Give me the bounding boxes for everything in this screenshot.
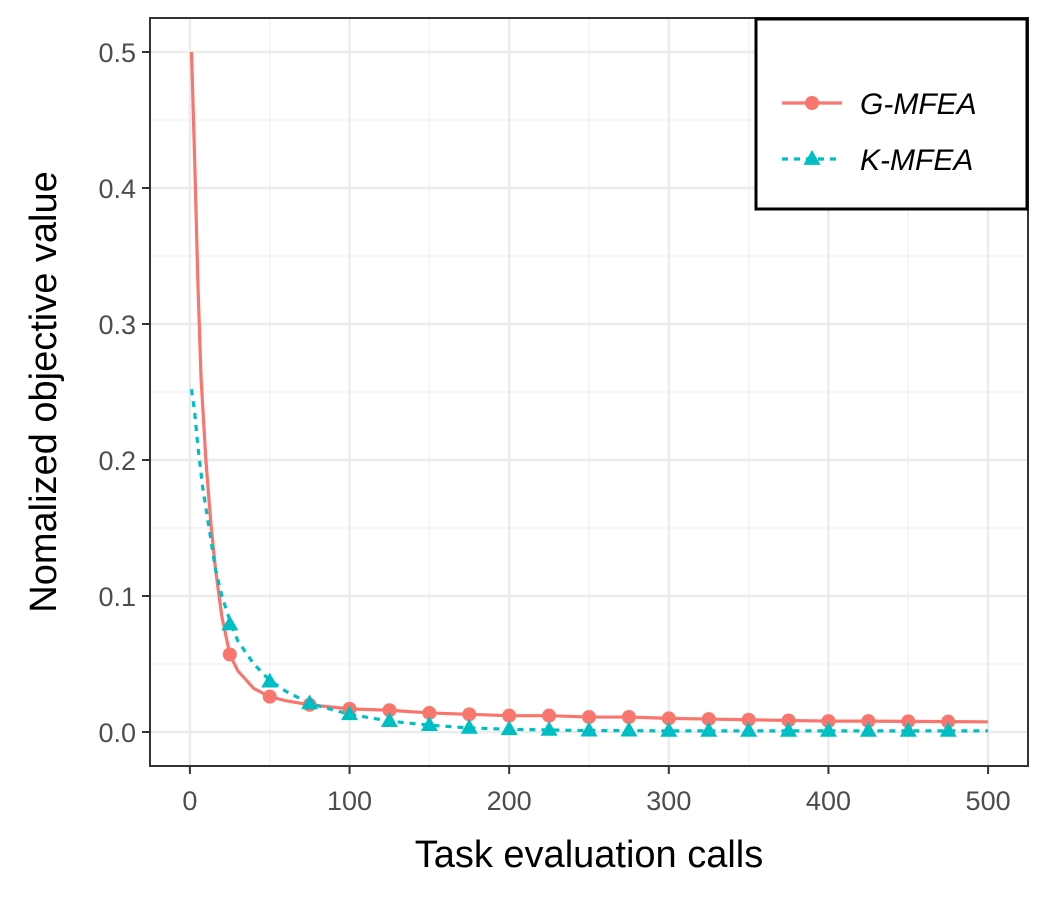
data-point-g-mfea [741,712,756,727]
y-axis-title: Nomalized objective value [23,171,65,612]
data-point-k-mfea [301,694,319,710]
legend-label-k-mfea: K-MFEA [860,144,973,177]
x-tick-label: 300 [646,786,691,816]
y-tick-label: 0.0 [98,718,136,748]
data-point-g-mfea [781,713,796,728]
data-point-k-mfea [340,705,359,721]
legend-key-marker-g-mfea [805,96,819,110]
legend-key-marker-k-mfea [803,150,821,165]
x-tick-label: 400 [806,786,851,816]
y-tick-label: 0.2 [98,446,136,476]
data-point-k-mfea [819,721,838,737]
data-point-g-mfea [861,714,876,729]
data-point-g-mfea [502,708,517,723]
y-axis-ticks: 0.0 0.1 0.2 0.3 0.4 0.5 [98,38,150,748]
data-point-g-mfea [222,647,237,662]
data-point-g-mfea [382,703,397,718]
data-point-g-mfea [621,710,636,725]
data-point-k-mfea [779,721,798,737]
data-point-k-mfea [261,672,279,688]
data-point-k-mfea [380,712,399,727]
x-tick-label: 200 [487,786,532,816]
data-point-k-mfea [460,718,478,734]
y-tick-label: 0.3 [98,310,136,340]
data-point-k-mfea [221,615,239,631]
x-tick-label: 500 [966,786,1011,816]
data-point-g-mfea [462,707,477,722]
data-point-k-mfea [420,716,438,732]
data-point-g-mfea [661,711,676,726]
data-point-g-mfea [262,689,277,704]
data-point-g-mfea [821,714,836,729]
data-point-g-mfea [901,714,916,729]
x-axis-title: Task evaluation calls [415,834,764,876]
data-point-g-mfea [542,708,557,723]
data-point-k-mfea [540,720,558,736]
data-point-k-mfea [700,721,718,737]
series-layer [189,51,989,737]
x-tick-label: 0 [182,786,197,816]
data-point-k-mfea [580,721,598,737]
data-point-g-mfea [582,710,596,725]
data-point-g-mfea [701,712,716,727]
legend-label-g-mfea: G-MFEA [860,88,977,121]
data-point-k-mfea [859,721,877,737]
legend: G-MFEA K-MFEA [754,17,1029,211]
y-tick-label: 0.5 [98,38,136,68]
data-point-k-mfea [620,721,638,737]
y-tick-label: 0.1 [98,582,136,612]
plot-panel-border [149,17,1029,767]
data-point-k-mfea [500,720,518,736]
data-point-k-mfea [660,721,678,737]
data-point-k-mfea [740,721,758,737]
x-tick-label: 100 [327,786,372,816]
data-point-g-mfea [941,714,956,729]
data-point-g-mfea [422,705,437,720]
y-tick-label: 0.4 [98,174,136,204]
legend-box [754,17,1029,211]
x-axis-ticks: 0 100 200 300 400 500 [182,766,1011,816]
data-point-k-mfea [899,721,917,737]
series-line-k-mfea [189,389,989,733]
data-point-k-mfea [939,721,957,737]
